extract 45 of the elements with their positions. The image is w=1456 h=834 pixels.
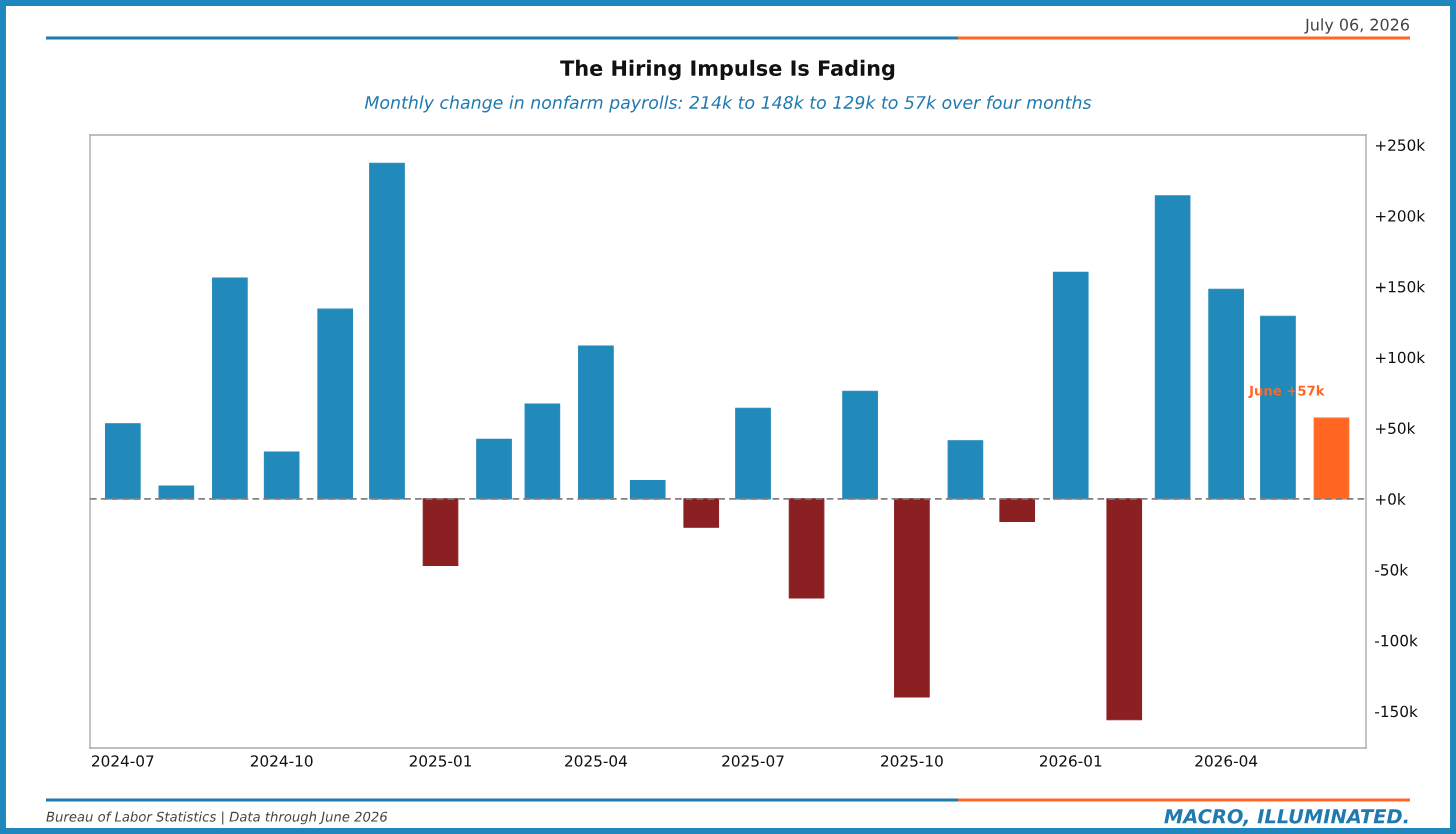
y-tick-label: +250k — [1375, 139, 1426, 151]
bar — [263, 451, 300, 500]
bar — [524, 403, 561, 500]
y-tick-label: +100k — [1375, 351, 1426, 364]
x-tick-label: 2025-04 — [565, 755, 627, 767]
bar — [1052, 271, 1089, 500]
bar — [1208, 288, 1244, 500]
x-tick-label: 2026-04 — [1195, 755, 1258, 767]
bar — [683, 498, 720, 528]
bar — [1106, 498, 1143, 721]
bar — [894, 498, 930, 698]
bar — [1154, 195, 1191, 500]
text: MACRO, ILLUMINATED. — [1164, 808, 1408, 827]
bar — [476, 438, 512, 500]
x-tick-label: 2025-10 — [881, 755, 943, 767]
y-tick-label: +50k — [1375, 422, 1416, 435]
x-tick-label: 2025-07 — [722, 755, 784, 767]
bar — [317, 308, 354, 500]
bar — [629, 479, 666, 500]
y-tick-label: -100k — [1375, 634, 1418, 647]
bar — [422, 498, 459, 566]
x-tick-label: 2026-01 — [1039, 755, 1102, 767]
bar — [104, 423, 141, 500]
bar — [842, 390, 878, 500]
bar — [947, 440, 984, 500]
x-tick-label: 2025-01 — [409, 755, 472, 767]
y-tick-label: -50k — [1375, 563, 1409, 576]
chart-subtitle: Monthly change in nonfarm payrolls: 214k to 148k to 129k to 57k over four months — [364, 95, 1092, 113]
text: Bureau of Labor Statistics | Data through June 2026 — [46, 811, 388, 825]
bar — [369, 162, 405, 500]
bar — [735, 407, 771, 500]
bar — [788, 498, 825, 599]
y-tick-label: +150k — [1375, 280, 1426, 293]
y-tick-label: +200k — [1375, 209, 1426, 222]
x-tick-label: 2024-10 — [250, 755, 313, 767]
x-tick-label: 2024-07 — [92, 755, 154, 767]
bar — [212, 277, 248, 500]
bar — [578, 345, 614, 500]
bar — [999, 498, 1036, 523]
bar — [158, 485, 195, 500]
chart-title: The Hiring Impulse Is Fading — [560, 59, 895, 81]
y-tick-label: +0k — [1375, 493, 1406, 505]
text: July 06, 2026 — [1304, 18, 1409, 34]
bar — [1313, 417, 1350, 500]
y-tick-label: -150k — [1375, 705, 1418, 718]
